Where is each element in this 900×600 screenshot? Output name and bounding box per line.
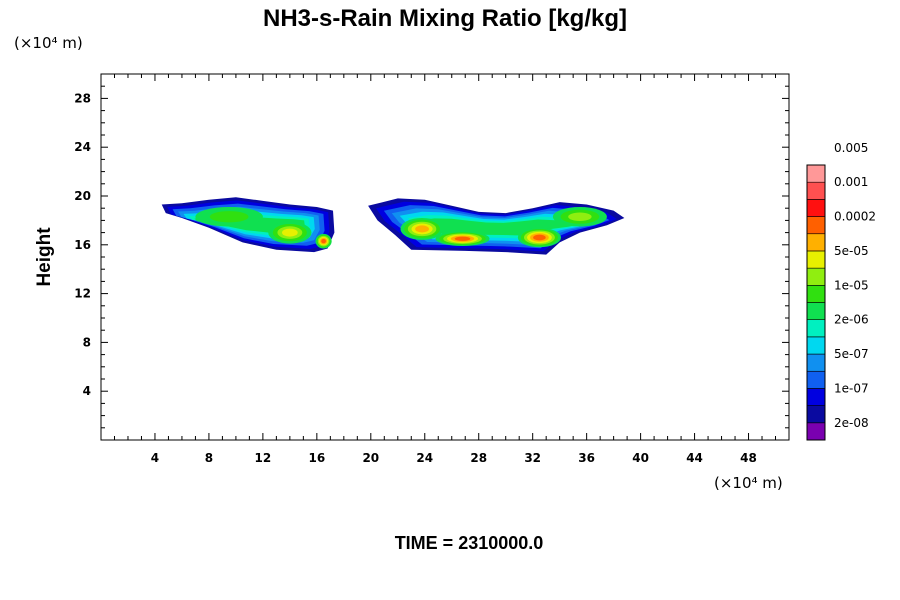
- y-tick-label: 4: [83, 384, 91, 398]
- x-tick-label: 36: [578, 451, 595, 465]
- colorbar-label: 5e-05: [834, 244, 869, 258]
- colorbar-swatch: [806, 250, 826, 269]
- colorbar-swatch: [806, 267, 826, 286]
- colorbar-swatch: [806, 319, 826, 338]
- y-tick-label: 20: [74, 189, 91, 203]
- colorbar-swatch: [806, 199, 826, 217]
- colorbar-swatch: [806, 353, 826, 372]
- colorbar-swatch: [806, 181, 826, 200]
- plot-frame: [100, 73, 790, 441]
- contour-core: [533, 234, 546, 241]
- plot-area: [100, 73, 790, 441]
- contour-core: [415, 225, 429, 233]
- x-tick-label: 16: [308, 451, 325, 465]
- contour-core: [282, 228, 298, 237]
- colorbar-swatch: [806, 233, 826, 252]
- heatmap-region: [368, 198, 625, 255]
- time-label: TIME = 2310000.0: [395, 533, 544, 553]
- colorbar-swatch: [806, 388, 826, 406]
- y-tick-label: 24: [74, 140, 91, 154]
- colorbar: 2e-08 1e-07 5e-07 2e-06 1e-05 5e-05 0.0002 0.00…: [806, 141, 876, 441]
- y-unit-label: (×10⁴ m): [14, 34, 83, 52]
- x-unit-label: (×10⁴ m): [714, 474, 783, 492]
- colorbar-label: 0.0002: [834, 210, 876, 224]
- x-tick-label: 40: [632, 451, 649, 465]
- colorbar-swatch: [806, 370, 826, 389]
- colorbar-label: 1e-07: [834, 381, 869, 395]
- colorbar-swatch: [806, 405, 826, 424]
- x-tick-label: 8: [205, 451, 213, 465]
- colorbar-swatch: [806, 216, 826, 235]
- colorbar-swatch: [806, 422, 826, 441]
- colorbar-swatch: [806, 302, 826, 320]
- x-tick-label: 4: [151, 451, 159, 465]
- y-axis-title: Height: [34, 227, 55, 287]
- colorbar-swatch: [806, 336, 826, 355]
- chart-title: NH3-s-Rain Mixing Ratio [kg/kg]: [263, 5, 627, 32]
- x-tick-label: 24: [416, 451, 433, 465]
- colorbar-swatch: [806, 164, 826, 183]
- y-axis: 4 8 12 16 20 24 28: [74, 85, 789, 429]
- x-tick-label: 28: [470, 451, 487, 465]
- colorbar-label: 0.001: [834, 175, 868, 189]
- x-axis: 4 8 12 16 20 24 28 32 36 40 44 48: [113, 74, 777, 465]
- colorbar-swatch: [806, 285, 826, 303]
- heatmap-region: [161, 197, 335, 253]
- y-tick-label: 12: [74, 287, 91, 301]
- colorbar-frame: [806, 164, 826, 441]
- x-tick-label: 48: [740, 451, 757, 465]
- heatmap-field: [161, 197, 625, 255]
- y-tick-label: 28: [74, 91, 91, 105]
- contour-core: [321, 239, 326, 244]
- contour-core: [568, 212, 592, 221]
- contour-core: [209, 211, 249, 223]
- x-tick-label: 12: [255, 451, 272, 465]
- x-tick-label: 20: [362, 451, 379, 465]
- y-tick-label: 16: [74, 238, 91, 252]
- colorbar-label: 2e-06: [834, 313, 869, 327]
- x-tick-label: 32: [524, 451, 541, 465]
- colorbar-label: 0.005: [834, 141, 868, 155]
- x-tick-label: 44: [686, 451, 703, 465]
- colorbar-label: 2e-08: [834, 416, 869, 430]
- y-tick-label: 8: [83, 335, 91, 349]
- colorbar-label: 1e-05: [834, 278, 869, 292]
- contour-core: [454, 236, 471, 241]
- colorbar-label: 5e-07: [834, 347, 869, 361]
